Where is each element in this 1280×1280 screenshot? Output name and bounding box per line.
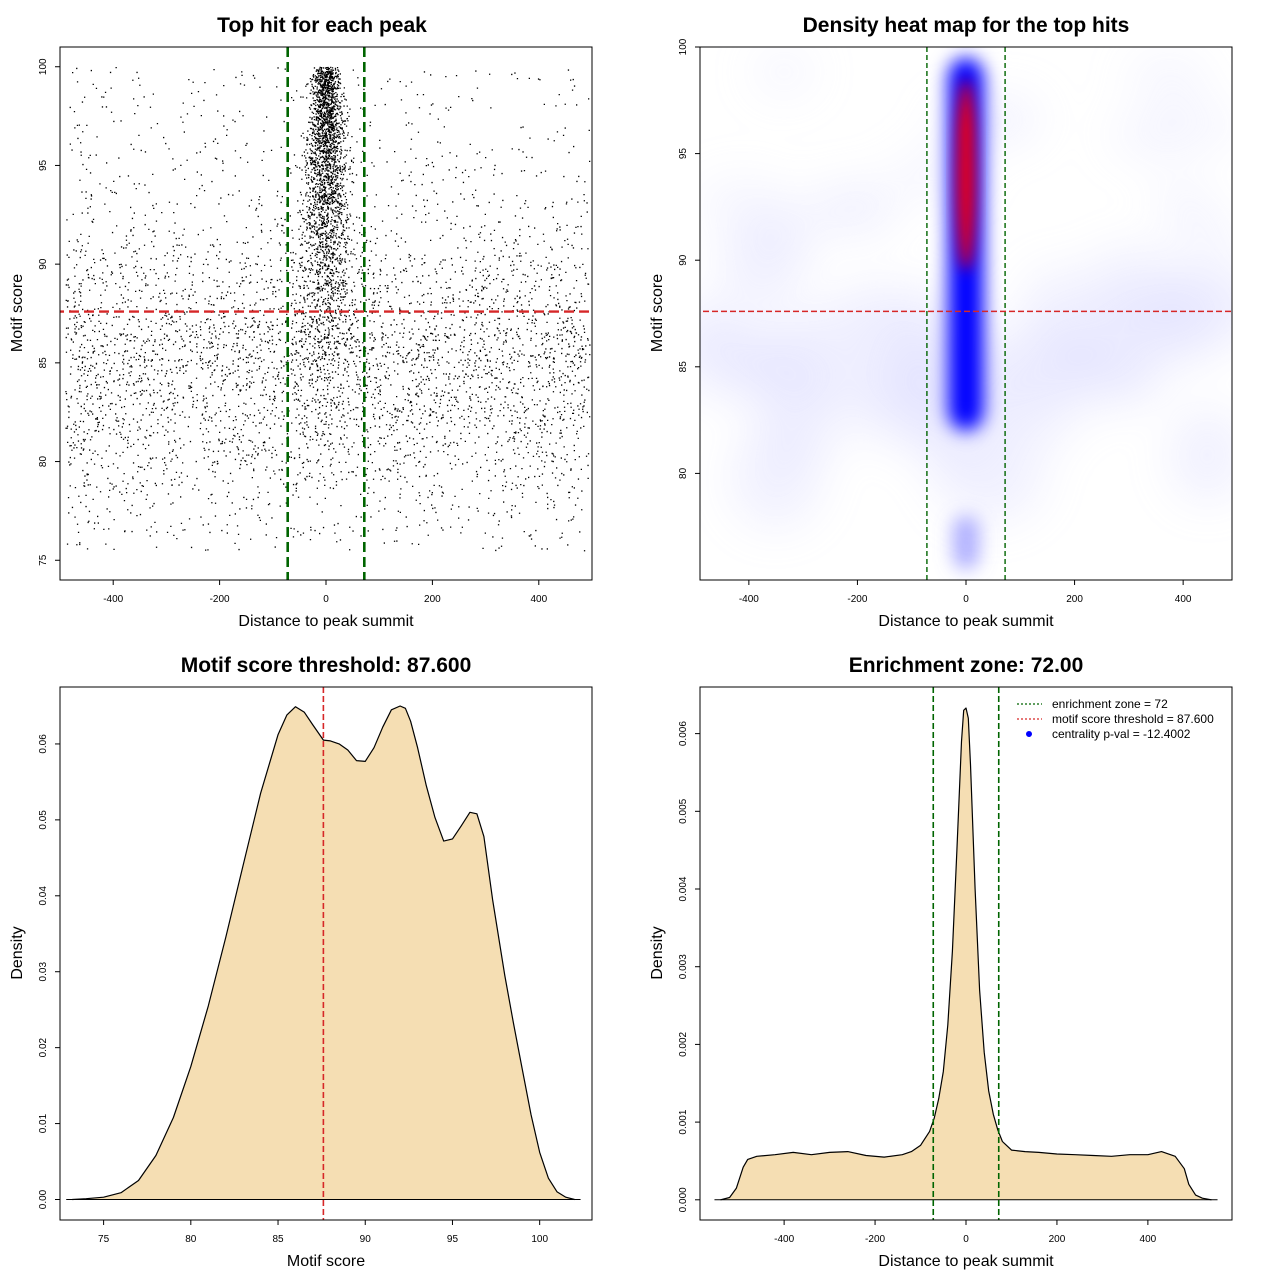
heatmap-density-blob [991,369,1079,449]
heatmap-density-blob [1150,100,1232,153]
y-tick-label: 75 [38,554,49,566]
y-tick-label: 85 [678,361,689,373]
y-tick-label: 80 [38,456,49,468]
y-tick-label: 95 [38,159,49,171]
y-tick-label: 0.05 [38,810,49,830]
distance-density-title: Enrichment zone: 72.00 [849,654,1084,677]
scatter-point-cloud [65,66,591,552]
x-tick-label: 400 [1175,594,1192,605]
x-tick-label: 200 [1066,594,1083,605]
scatter-points [65,66,591,552]
y-tick-label: 0.003 [678,954,689,979]
x-tick-label: -400 [739,594,759,605]
legend-key-centrality [1026,731,1032,737]
scatter-y-label: Motif score [9,274,26,352]
legend-label-enrichment-zone: enrichment zone = 72 [1052,697,1168,711]
x-tick-label: -200 [847,594,867,605]
scatter-x-label: Distance to peak summit [238,613,414,630]
density-curve [720,707,1212,1201]
heatmap-reference-lines [700,47,1232,580]
heatmap-y-label: Motif score [649,274,666,352]
heatmap-density-blob [1125,50,1213,103]
heatmap-panel: Density heat map for the top hits -400 -2… [649,14,1233,630]
heatmap-density-blob [751,47,817,98]
score-density-y-label: Density [9,926,26,979]
y-tick-label: 100 [678,38,689,55]
scatter-plot-frame [59,46,593,581]
distance-density-reference-lines [932,687,1000,1220]
heatmap-hotspot [956,78,976,271]
x-tick-label: 95 [447,1234,459,1245]
y-tick-label: 0.001 [678,1109,689,1134]
heatmap-title: Density heat map for the top hits [803,14,1130,37]
heatmap-hotspot-red [958,99,974,144]
legend-label-motif-threshold: motif score threshold = 87.600 [1052,712,1214,726]
x-tick-label: 200 [1049,1234,1066,1245]
x-tick-label: 400 [1140,1234,1157,1245]
distance-density-y-label: Density [649,926,666,979]
distance-density-ticks: -400 -200 0 200 400 0.000 0.001 0.002 0.003 0.004… [678,721,1157,1245]
y-tick-label: 0.005 [678,798,689,823]
heatmap-column-tail [952,516,980,570]
heatmap-x-label: Distance to peak summit [878,613,1054,630]
x-tick-label: 75 [98,1234,110,1245]
heatmap-density-blob [826,177,892,230]
y-tick-label: 0.03 [38,962,49,982]
heatmap-density-blob [1153,174,1215,227]
y-tick-label: 0.02 [38,1037,49,1057]
y-tick-label: 0.00 [38,1189,49,1209]
scatter-title: Top hit for each peak [217,14,427,37]
x-tick-label: 0 [323,594,329,605]
x-tick-label: 200 [424,594,441,605]
y-tick-label: 0.000 [678,1187,689,1212]
x-tick-label: 0 [963,1234,969,1245]
y-tick-label: 0.06 [38,734,49,754]
score-density-plot-frame [59,686,593,1221]
distance-density-area [714,707,1218,1201]
y-tick-label: 0.04 [38,886,49,906]
y-tick-label: 85 [38,357,49,369]
y-tick-label: 0.004 [678,876,689,901]
distance-density-x-label: Distance to peak summit [878,1253,1054,1270]
x-tick-label: -400 [103,594,123,605]
x-tick-label: 90 [360,1234,372,1245]
heatmap-density-blob [700,323,785,399]
score-density-x-label: Motif score [287,1253,365,1270]
legend-label-centrality: centrality p-val = -12.4002 [1052,727,1191,741]
x-tick-label: -200 [210,594,230,605]
heatmap-density [700,47,1232,580]
y-tick-label: 80 [678,467,689,479]
scatter-ticks: -400 -200 0 200 400 75 80 85 90 95 100 [38,58,548,605]
x-tick-label: 0 [963,594,969,605]
y-tick-label: 90 [38,258,49,270]
heatmap-density-blob [1169,407,1232,503]
density-fill [720,708,1212,1200]
score-density-ticks: 75 80 85 90 95 100 0.00 0.01 0.02 0.03 0.04 0.05 0.0… [38,734,548,1245]
y-tick-label: 0.002 [678,1031,689,1056]
density-curve [72,705,575,1201]
x-tick-label: -200 [865,1234,885,1245]
x-tick-label: 85 [272,1234,284,1245]
scatter-reference-lines [60,47,592,580]
y-tick-label: 100 [38,58,49,75]
score-density-title: Motif score threshold: 87.600 [181,654,472,677]
distance-density-panel: Enrichment zone: 72.00 -400 -200 0 200 400 0.… [649,654,1233,1270]
y-tick-label: 95 [678,148,689,160]
y-tick-label: 0.01 [38,1113,49,1133]
heatmap-density-blob [1067,345,1162,409]
x-tick-label: 100 [531,1234,548,1245]
heatmap-density-blob [1103,284,1209,346]
heatmap-ticks: -400 -200 0 200 400 80 85 90 95 100 [678,38,1192,605]
heatmap-density-blob [730,427,822,528]
heatmap-density-blob [700,174,789,227]
score-density-panel: Motif score threshold: 87.600 75 80 85 90 95… [9,654,593,1270]
x-tick-label: 400 [530,594,547,605]
x-tick-label: 80 [185,1234,197,1245]
y-tick-label: 90 [678,254,689,266]
scatter-panel: Top hit for each peak -400 -200 0 200 400 75 8… [9,14,593,630]
x-tick-label: -400 [774,1234,794,1245]
legend: enrichment zone = 72 motif score thresho… [1017,697,1214,741]
y-tick-label: 0.006 [678,721,689,746]
